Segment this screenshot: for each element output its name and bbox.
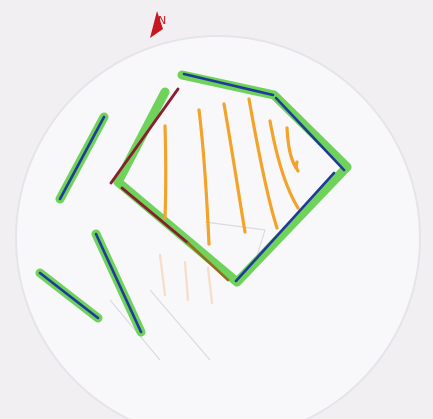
hatch-stroke-1 [163,124,168,220]
outlier-segment-upper-left [55,112,109,204]
hatch-stroke-3 [222,102,247,234]
north-arrow: N [150,11,166,38]
faint-hatching-marks [158,253,214,305]
hatch-stroke-5 [268,119,300,210]
main-polygon-lower-right-edge [234,171,336,283]
main-polygon-left-edge [109,87,180,185]
hatch-stroke-2 [197,108,211,246]
hatch-stroke-4 [247,97,279,230]
orange-hatching [163,97,300,246]
main-polygon-lower-left-edge [120,186,230,282]
main-polygon-right-edge [274,96,346,172]
sketch-disc [15,35,421,419]
north-arrow-icon [150,11,163,38]
outlier-segment-middle-left [91,229,146,337]
hatch-stroke-6 [285,126,300,173]
ghost-pencil-lines [109,221,266,361]
outlier-segment-lower-left [35,268,103,323]
north-label: N [158,14,166,27]
main-polygon-top-edge [182,72,275,97]
